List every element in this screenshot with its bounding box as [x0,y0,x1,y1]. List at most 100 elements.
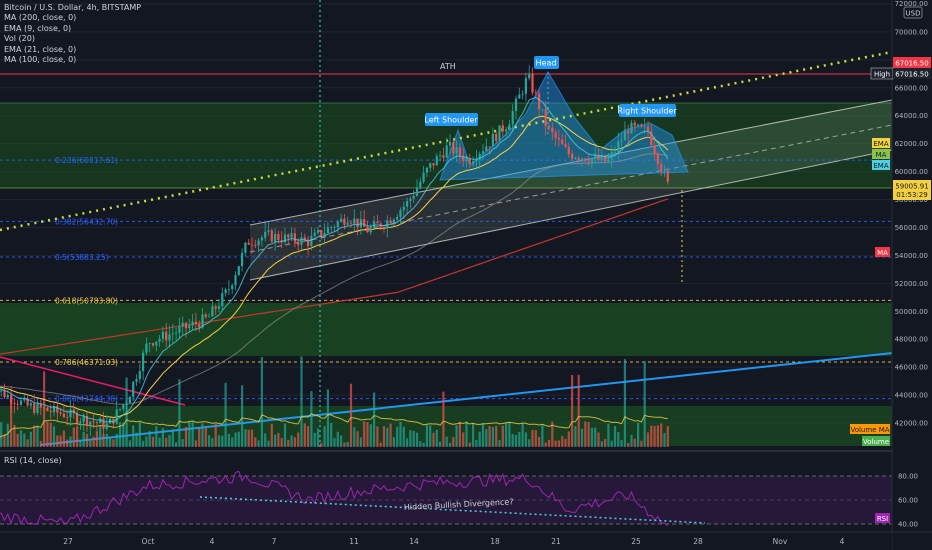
candlesticks [0,65,669,436]
right-shoulder-box [619,104,676,117]
time-tick-label: 4 [840,537,845,546]
price-tick-label: 50000.00 [895,308,928,316]
time-tick-label: Oct [142,537,155,546]
time-tick-label: 11 [349,537,359,546]
volume-bar [359,437,362,447]
volume-bar [62,430,65,447]
volume-bar [277,432,280,447]
candle-up [630,122,633,134]
candle-up [69,409,72,418]
volume-bar [508,422,511,447]
candle-down [538,93,541,110]
volume-bar [201,423,204,447]
indicator-ma100[interactable]: MA (100, close, 0) [4,55,77,65]
volume-bar [307,426,310,447]
candle-down [320,230,323,237]
volume-bar [356,431,359,447]
volume-bar [455,425,458,447]
dotted-trendline [0,50,893,232]
volume-bar [175,442,178,447]
candle-up [412,195,415,199]
volume-bar [376,426,379,447]
candle-down [247,242,250,245]
time-tick-label: Nov [773,537,788,546]
candle-up [234,275,237,286]
fib-levels: 0.236(60817.61) 0.382(56432.70) 0.5(53883.… [0,156,892,404]
indicator-ema9[interactable]: EMA (9, close, 0) [4,23,72,33]
candle-down [389,220,392,224]
volume-bar [330,423,333,447]
volume-bar [72,427,75,447]
candle-up [181,322,184,327]
candle-down [534,92,537,94]
candle-up [175,332,178,334]
candle-down [488,146,491,148]
candle-up [392,219,395,224]
candle-down [531,73,534,93]
volume-bar [155,426,158,447]
candle-up [211,306,214,317]
volume-ma-line [0,413,668,438]
candle-up [244,242,247,253]
candle-down [198,324,201,328]
candle-down [254,245,257,246]
candle-down [66,417,69,418]
volume-bar [6,423,9,447]
volume-bars [0,356,669,447]
volume-bar [491,426,494,447]
ma100-line [0,153,668,405]
volume-bar [521,423,524,447]
volume-bar [379,442,382,447]
candle-up [465,158,468,162]
candle-up [386,220,389,229]
candle-down [587,161,590,163]
candle-up [171,333,174,335]
candle-down [13,403,16,404]
candle-up [541,109,544,110]
badge-price-1 [893,57,931,68]
price-axis[interactable] [892,0,932,550]
candle-down [561,139,564,145]
currency-box[interactable] [903,6,923,19]
indicator-ma200[interactable]: MA (200, close, 0) [4,13,77,23]
candle-down [382,227,386,229]
volume-bar [637,422,640,447]
rsi-legend: RSI (14, close) [4,456,62,465]
candle-down [62,413,65,418]
volume-bar [571,374,574,447]
candle-up [425,167,428,173]
volume-bar [178,379,181,447]
volume-bar [590,427,593,447]
candle-down [151,343,155,346]
volume-bar [290,435,293,447]
volume-bar [475,439,478,447]
volume-bar [343,442,346,447]
volume-bar [498,440,501,447]
price-tick-label: 42000.00 [895,420,928,428]
volume-bar [406,438,409,447]
volume-bar [138,422,141,447]
indicator-vol[interactable]: Vol (20) [4,34,35,44]
volume-bar [557,440,560,447]
candle-down [39,403,42,408]
volume-bar [211,438,214,447]
volume-bar [184,427,188,447]
candle-down [214,306,217,309]
badge-volume-ma-box [850,424,890,434]
badge-ma-lower-box [875,247,890,257]
volume-bar [465,421,468,447]
volume-bar [412,430,415,447]
candle-up [264,231,267,238]
candle-up [326,227,329,233]
channel-upper [249,99,893,226]
badge-volume: Volume [863,438,889,446]
volume-bar [488,425,491,447]
candle-up [406,200,409,207]
candle-up [528,73,531,79]
volume-bar [452,436,455,447]
indicator-ema21[interactable]: EMA (21, close, 0) [4,44,77,54]
candle-up [79,421,82,424]
time-axis[interactable] [0,532,892,550]
volume-bar [234,432,237,447]
candle-down [442,155,445,158]
